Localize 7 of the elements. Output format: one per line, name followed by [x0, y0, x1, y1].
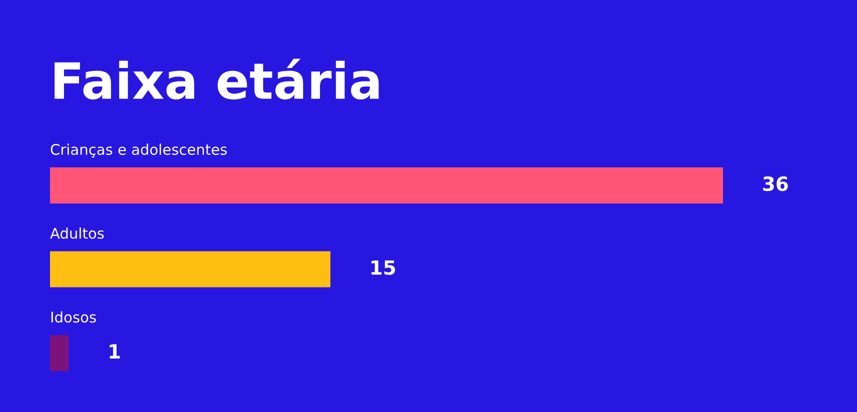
y-tick-label: Crianças e adolescentes	[50, 144, 227, 158]
y-tick-label: Idosos	[51, 311, 96, 323]
data-label: 1	[110, 344, 120, 358]
data-label: 36	[763, 176, 788, 192]
data-label: 15	[371, 260, 396, 275]
y-tick-label: Adultos	[50, 227, 104, 239]
chart-title: Faixa etária	[54, 58, 379, 100]
